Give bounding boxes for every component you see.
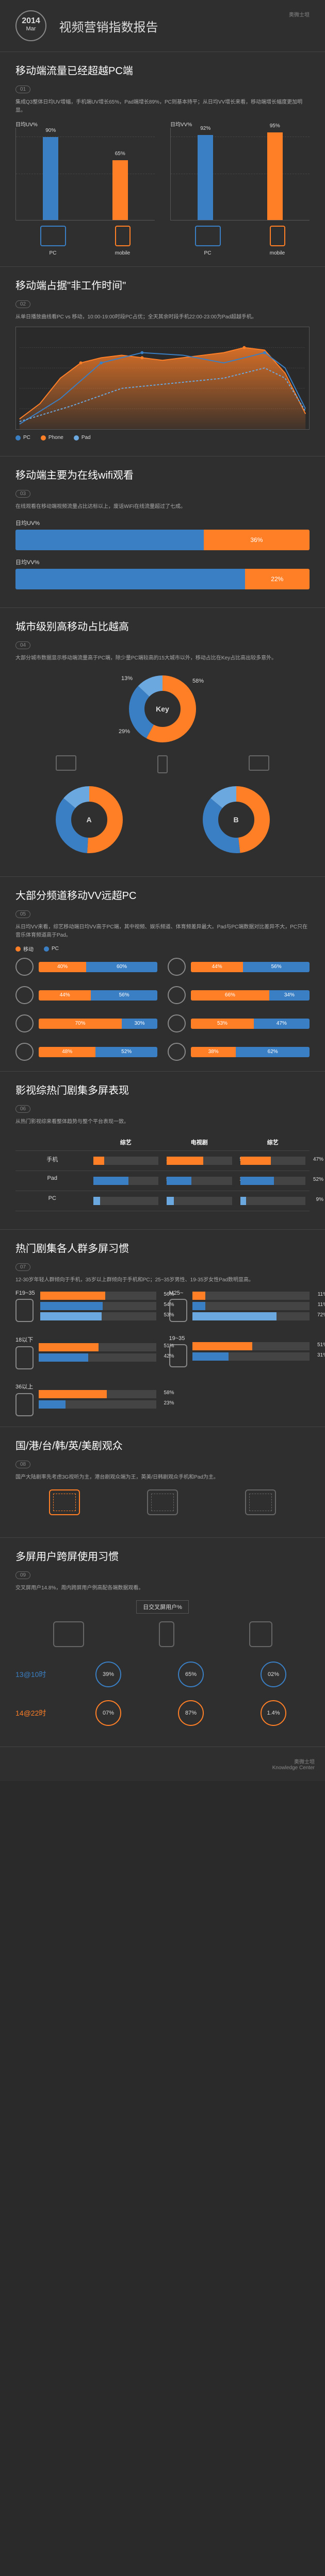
section-4: 城市级别高移动占比越高 04 大部分城市数据显示移动端流量高于PC端，除少量PC… <box>0 608 325 877</box>
section-7-title: 热门剧集各人群多屏习惯 <box>15 1240 310 1255</box>
category-grid: 40%60% 44%56% 44%56% 66%34% 70%30% 53%47… <box>15 958 310 1061</box>
section-3-num: 03 <box>15 490 30 498</box>
screens-row <box>15 1489 310 1519</box>
source: 奥微士坦 <box>289 10 310 18</box>
section-8-desc: 国产大陆剧率先考虑3G视听为主，港台剧观众端为王，英美/日韩剧观众手机和Pad为… <box>15 1473 310 1482</box>
donut-key: Key 58% 29% 13% <box>126 673 199 745</box>
section-8-num: 08 <box>15 1461 30 1468</box>
pc-icon <box>40 226 66 246</box>
section-8: 国/港/台/韩/英/美剧观众 08 国产大陆剧率先考虑3G视听为主，港台剧观众端… <box>0 1427 325 1538</box>
section-3: 移动端主要为在线wifi观看 03 在线观看在移动端视频流量占比达标以上，废话W… <box>0 456 325 608</box>
section-6-title: 影视综热门剧集多屏表现 <box>15 1082 310 1097</box>
line-chart <box>15 327 310 430</box>
section-1-num: 01 <box>15 86 30 93</box>
section-5-title: 大部分频道移动VV远超PC <box>15 887 310 902</box>
tv-icon <box>245 1489 276 1515</box>
year: 2014 <box>17 16 45 26</box>
infographic-container: 2014 Mar 视频营销指数报告 奥微士坦 移动端流量已经超越PC端 01 集… <box>0 0 325 1781</box>
footer: 奥微士坦 Knowledge Center <box>0 1747 325 1781</box>
female-icon <box>15 1299 34 1322</box>
month: Mar <box>17 26 45 32</box>
header: 2014 Mar 视频营销指数报告 奥微士坦 <box>0 0 325 52</box>
section-7-num: 07 <box>15 1263 30 1271</box>
tv-icon <box>15 958 34 976</box>
bar-chart-1: 90% 65% <box>15 128 155 221</box>
section-2: 移动端占据"非工作时间" 02 从单日播放曲线看PC vs 移动，10:00-1… <box>0 267 325 456</box>
variety-icon <box>15 986 34 1004</box>
mobile-icon <box>115 226 131 246</box>
chart1-label: 日均UV% <box>15 120 155 128</box>
phone-icon <box>157 755 168 773</box>
young-icon <box>15 1346 34 1369</box>
pc-icon <box>195 226 221 246</box>
news-icon <box>168 1014 186 1032</box>
film-icon <box>168 958 186 976</box>
section-2-num: 02 <box>15 300 30 308</box>
phone-icon <box>159 1621 174 1647</box>
section-1-desc: 集成Q3整体日均UV增幅，手机端UV增长65%，Pad端增长89%，PC则基本持… <box>15 98 310 115</box>
chart2-label: 日均VV% <box>170 120 310 128</box>
section-4-title: 城市级别高移动占比越高 <box>15 618 310 633</box>
section-9-desc: 交叉屏用户14.8%，周内跨屏用户例高配各端数据观看。 <box>15 1584 310 1592</box>
music-icon <box>168 1043 186 1061</box>
main-title: 视频营销指数报告 <box>59 17 158 35</box>
section-8-title: 国/港/台/韩/英/美剧观众 <box>15 1437 310 1452</box>
section-3-title: 移动端主要为在线wifi观看 <box>15 467 310 482</box>
elder-icon <box>15 1393 34 1416</box>
donut-row-2: A B <box>15 784 310 856</box>
demographic-grid: F19~35 56%54%53% M25~ 11%11%72% 18以下 51%… <box>15 1290 310 1416</box>
stats-rows: 13@10时39%65%02%14@22时07%87%1.4% <box>15 1659 310 1728</box>
anime-icon <box>168 986 186 1004</box>
section-5-desc: 从日均VV来看，综艺移动端日均VV高于PC端，其中视频、娱乐频道、体育频差异最大… <box>15 923 310 940</box>
section-5: 大部分频道移动VV远超PC 05 从日均VV来看，综艺移动端日均VV高于PC端，… <box>0 877 325 1072</box>
section-4-num: 04 <box>15 641 30 649</box>
section-6-num: 06 <box>15 1105 30 1113</box>
section-2-desc: 从单日播放曲线看PC vs 移动，10:00-19:00时段PC占优；全天其余时… <box>15 313 310 321</box>
section-1: 移动端流量已经超越PC端 01 集成Q3整体日均UV增幅，手机端UV增长65%，… <box>0 52 325 267</box>
bar-chart-2: 92% 95% <box>170 128 310 221</box>
tv-icon <box>49 1489 80 1515</box>
section-9-num: 09 <box>15 1571 30 1579</box>
section-6: 影视综热门剧集多屏表现 06 从热门影视综来看整体趋势与整个平台表现一致。 综艺… <box>0 1072 325 1230</box>
sport-icon <box>15 1043 34 1061</box>
donut-row: Key 58% 29% 13% <box>15 673 310 745</box>
section-1-title: 移动端流量已经超越PC端 <box>15 62 310 77</box>
legend: PC Phone Pad <box>15 435 310 440</box>
monitor-icon <box>53 1621 84 1647</box>
section-7-desc: 12-30岁年轻人群倾向于手机，35岁以上群倾向于手机和PC；25~35岁男性、… <box>15 1276 310 1284</box>
hbar-chart: 日均UV% 36% 日均VV% 22% <box>15 519 310 589</box>
mobile-icon <box>270 226 285 246</box>
tablet-icon <box>56 755 76 771</box>
donut-b: B <box>200 784 272 856</box>
section-3-desc: 在线观看在移动端视频流量占比达标以上，废话WiFi在线流量超过了七成。 <box>15 503 310 511</box>
section-6-desc: 从热门影视综来看整体趋势与整个平台表现一致。 <box>15 1118 310 1126</box>
section-4-desc: 大部分城市数据显示移动端流量高于PC端，除少量PC端较高的15大城市以外，移动占… <box>15 654 310 663</box>
desktop-icon <box>249 755 269 771</box>
tv-icon <box>147 1489 178 1515</box>
data-table: 综艺 电视剧 综艺 手机17%56%47%Pad54%38%52%PC11%11… <box>15 1134 310 1211</box>
section-5-num: 05 <box>15 910 30 918</box>
ent-icon <box>15 1014 34 1032</box>
section-7: 热门剧集各人群多屏习惯 07 12-30岁年轻人群倾向于手机，35岁以上群倾向于… <box>0 1230 325 1427</box>
section-9: 多屏用户跨屏使用习惯 09 交叉屏用户14.8%，周内跨屏用户例高配各端数据观看… <box>0 1538 325 1747</box>
section-9-title: 多屏用户跨屏使用习惯 <box>15 1548 310 1563</box>
section-2-title: 移动端占据"非工作时间" <box>15 277 310 292</box>
donut-a: A <box>53 784 125 856</box>
date-badge: 2014 Mar <box>15 10 46 41</box>
tablet-icon <box>249 1621 272 1647</box>
